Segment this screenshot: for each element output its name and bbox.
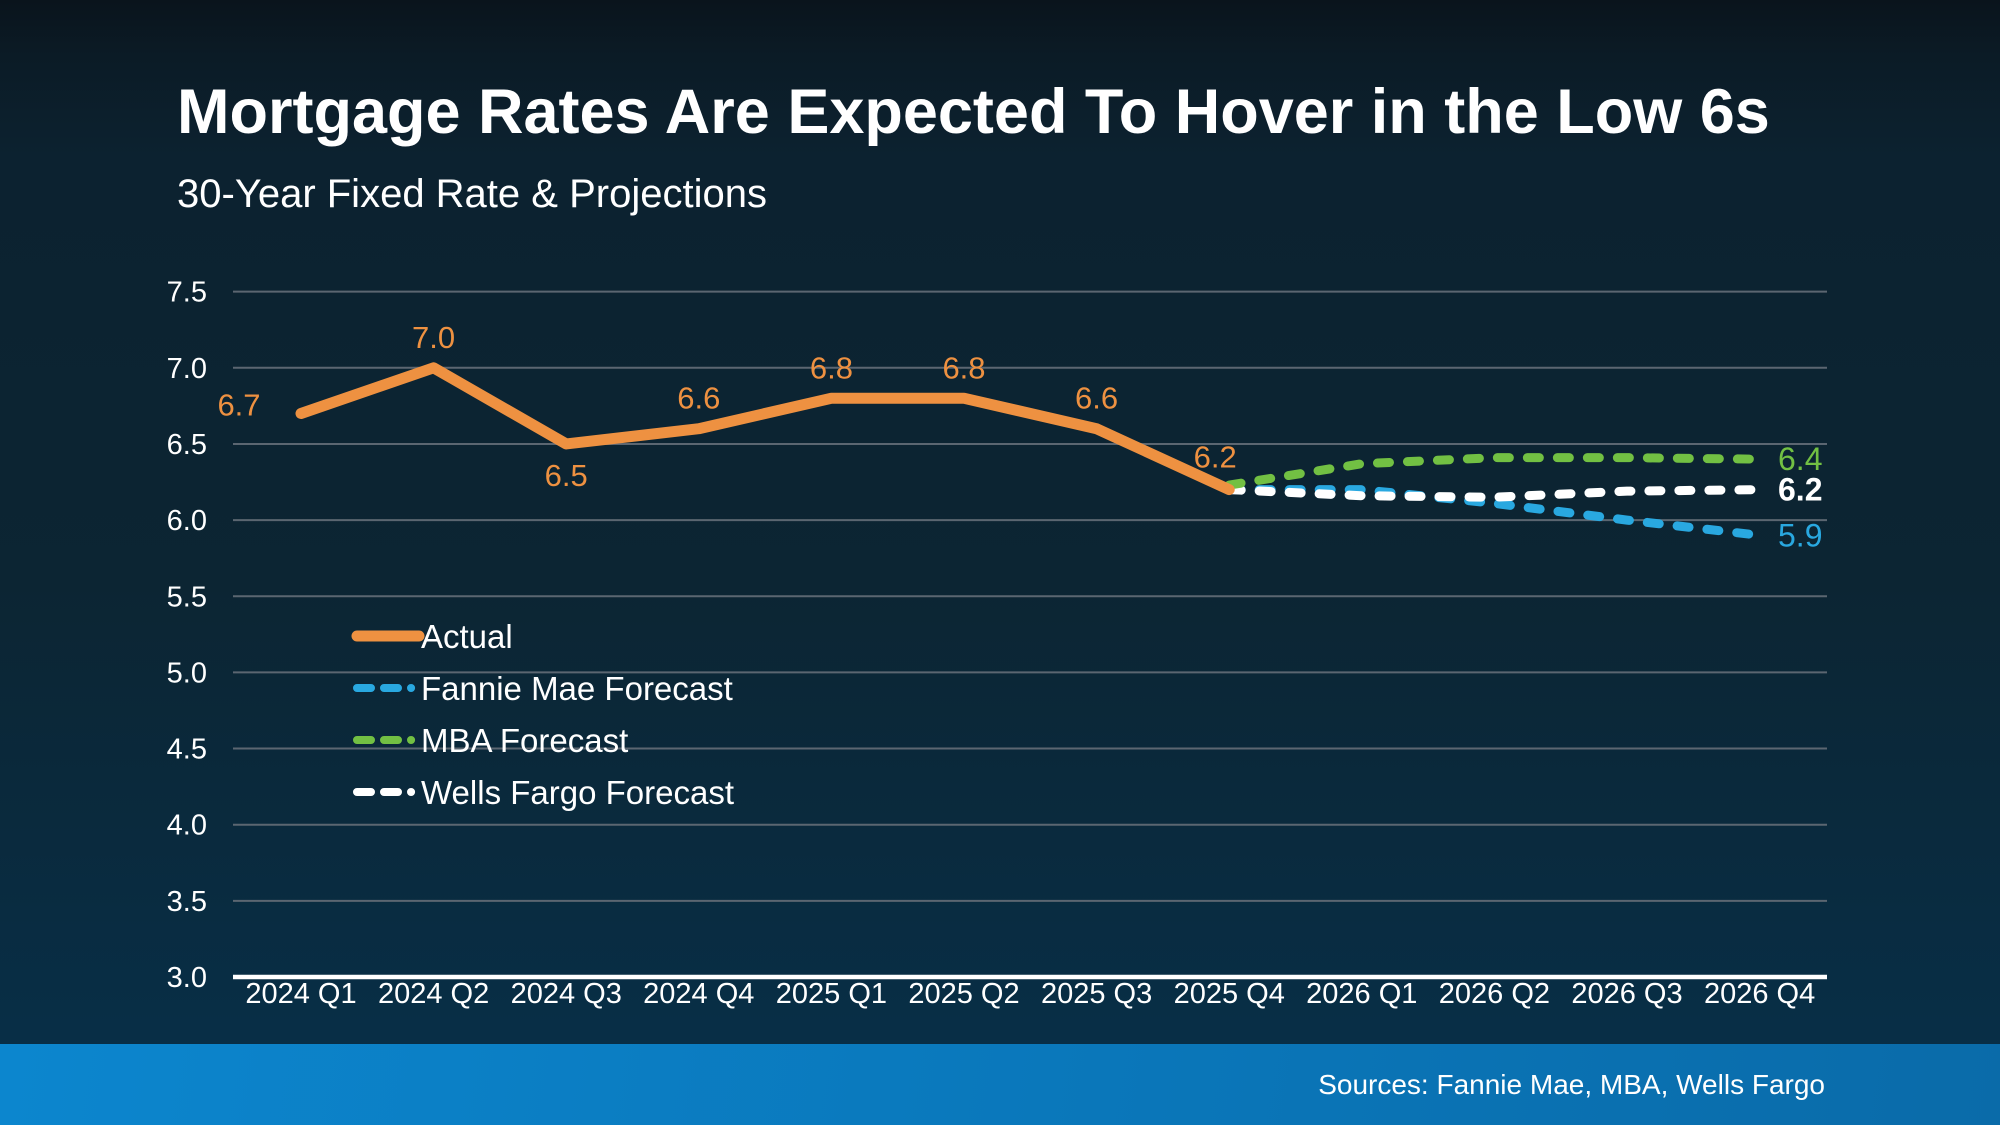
footer-bar: Sources: Fannie Mae, MBA, Wells Fargo	[0, 1044, 2000, 1125]
legend-label-wells-fargo-forecast: Wells Fargo Forecast	[421, 774, 734, 811]
end-label-mba-forecast: 6.4	[1778, 441, 1822, 477]
y-tick-label: 6.5	[167, 429, 207, 461]
end-label-fannie-mae-forecast: 5.9	[1778, 517, 1822, 553]
y-tick-label: 3.0	[167, 962, 207, 994]
data-label: 6.6	[1075, 381, 1118, 416]
series-lines	[295, 362, 1765, 540]
x-tick-label: 2025 Q1	[776, 978, 887, 1010]
y-tick-label: 7.5	[167, 277, 207, 309]
y-axis-labels: 7.5 7.0 6.5 6.0 5.5 5.0 4.5 4.0 3.5 3.0	[167, 277, 207, 994]
x-tick-label: 2026 Q1	[1306, 978, 1417, 1010]
x-tick-label: 2024 Q1	[245, 978, 356, 1010]
gridlines	[233, 290, 1827, 980]
legend-label-mba-forecast: MBA Forecast	[421, 722, 628, 759]
x-tick-label: 2026 Q4	[1704, 978, 1815, 1010]
y-tick-label: 7.0	[167, 353, 207, 385]
y-tick-label: 4.5	[167, 734, 207, 766]
x-tick-label: 2025 Q2	[908, 978, 1019, 1010]
data-label: 6.8	[942, 350, 985, 385]
y-tick-label: 6.0	[167, 505, 207, 537]
data-label: 6.5	[545, 458, 588, 493]
x-tick-label: 2024 Q4	[643, 978, 754, 1010]
legend-label-actual: Actual	[421, 618, 513, 655]
page-title: Mortgage Rates Are Expected To Hover in …	[177, 77, 1770, 147]
data-labels: 6.7 7.0 6.5 6.6 6.8 6.8 6.6 6.2	[217, 320, 1236, 493]
y-tick-label: 5.0	[167, 657, 207, 689]
series-line-mba-forecast	[1224, 453, 1765, 490]
x-tick-label: 2026 Q2	[1439, 978, 1550, 1010]
data-label: 6.7	[217, 387, 260, 422]
series-line-wells-fargo-forecast	[1224, 485, 1765, 502]
data-label: 6.2	[1194, 440, 1237, 475]
legend-label-fannie-mae-forecast: Fannie Mae Forecast	[421, 670, 733, 707]
page-subtitle: 30-Year Fixed Rate & Projections	[177, 172, 767, 216]
x-tick-label: 2024 Q3	[511, 978, 622, 1010]
data-label: 6.6	[677, 381, 720, 416]
series-line-actual	[295, 362, 1235, 496]
data-label: 6.8	[810, 350, 853, 385]
legend: Actual Fannie Mae Forecast MBA Forecast Wel…	[351, 618, 734, 811]
end-labels: 5.9 6.26.4	[1778, 441, 1822, 553]
x-tick-label: 2025 Q4	[1174, 978, 1285, 1010]
x-tick-label: 2025 Q3	[1041, 978, 1152, 1010]
data-label: 7.0	[412, 320, 455, 355]
sources-note: Sources: Fannie Mae, MBA, Wells Fargo	[1318, 1069, 1825, 1100]
end-label-wells-fargo-forecast: 6.2	[1778, 472, 1822, 508]
series-line-fannie-mae-forecast	[1224, 485, 1765, 540]
y-tick-label: 3.5	[167, 886, 207, 918]
y-tick-label: 4.0	[167, 810, 207, 842]
x-tick-label: 2024 Q2	[378, 978, 489, 1010]
y-tick-label: 5.5	[167, 581, 207, 613]
x-axis-labels: 2024 Q1 2024 Q2 2024 Q3 2024 Q4 2025 Q1 2025 …	[245, 978, 1815, 1010]
x-tick-label: 2026 Q3	[1571, 978, 1682, 1010]
